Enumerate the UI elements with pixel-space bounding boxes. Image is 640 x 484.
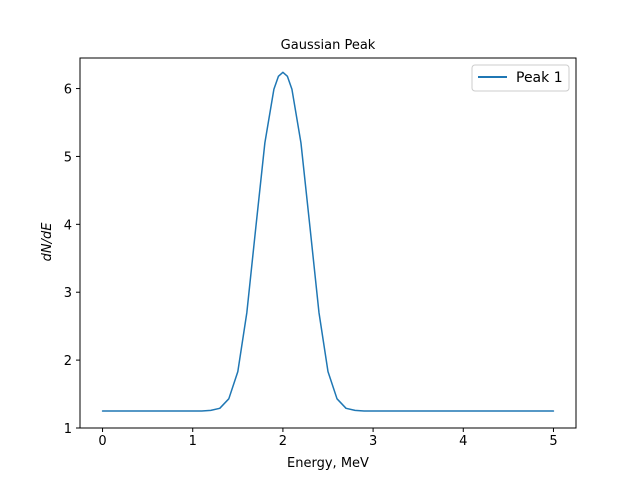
chart-title: Gaussian Peak	[281, 38, 376, 53]
y-tick-label: 6	[64, 83, 72, 98]
x-tick-label: 3	[369, 434, 377, 449]
plot-area	[101, 71, 555, 412]
x-tick-label: 1	[189, 434, 197, 449]
y-tick-label: 5	[64, 150, 72, 165]
y-axis-label: dN/dE	[40, 222, 55, 262]
y-tick-label: 1	[64, 422, 72, 437]
series-line-1	[101, 71, 555, 412]
y-tick-label: 3	[64, 286, 72, 301]
x-axis-label: Energy, MeV	[287, 456, 369, 471]
axes: 0 1 2 3 4 5 1 2 3 4 5 6	[64, 57, 577, 449]
legend: Peak 1	[471, 64, 570, 92]
x-tick-label: 0	[98, 434, 106, 449]
legend-label-peak-1: Peak 1	[516, 70, 563, 86]
x-tick-label: 4	[459, 434, 467, 449]
y-tick-label: 4	[64, 218, 72, 233]
legend-box	[471, 64, 570, 92]
x-tick-label: 5	[549, 434, 557, 449]
axes-frame	[79, 57, 577, 429]
y-tick-label: 2	[64, 354, 72, 369]
x-tick-label: 2	[279, 434, 287, 449]
